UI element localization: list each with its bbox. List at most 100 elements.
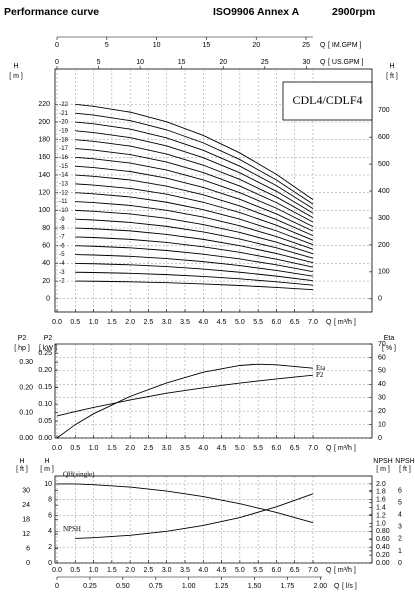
- y-tick-label: 10: [44, 481, 52, 488]
- curve-label: -19: [59, 128, 68, 134]
- curve: [57, 483, 314, 524]
- y-tick-label: 0.40: [376, 544, 390, 551]
- curve: [56, 363, 314, 439]
- y-tick-label: 70: [378, 341, 386, 348]
- x-tick-label: 1.5: [107, 445, 117, 452]
- curve: [75, 130, 314, 214]
- y-tick-label: 60: [378, 354, 386, 361]
- x-tick-label: 5.0: [235, 445, 245, 452]
- plot-frame: [54, 68, 373, 313]
- page-title: Performance curve: [4, 6, 99, 18]
- x-tick-label: 3.0: [162, 445, 172, 452]
- curve: [75, 121, 314, 209]
- y-axis-label: P2: [44, 335, 53, 342]
- x-tick-label: 3.5: [180, 319, 190, 326]
- x-tick-label: 5: [97, 59, 101, 66]
- x-tick-label: 5: [105, 42, 109, 49]
- y-tick-label: 0.30: [19, 359, 33, 366]
- x-axis-unit: [ l/s ]: [342, 583, 357, 590]
- curve-label: -17: [59, 146, 68, 152]
- curve: [75, 201, 314, 250]
- x-tick-label: 7.0: [308, 567, 318, 574]
- y-tick-label: 12: [22, 531, 30, 538]
- curve-label: -20: [59, 120, 68, 126]
- x-tick-label: 0.0: [52, 319, 62, 326]
- x-tick-label: 3.0: [162, 567, 172, 574]
- y-tick-label: 0: [26, 560, 30, 567]
- x-tick-label: 0.5: [70, 445, 80, 452]
- x-tick-label: 0.50: [116, 583, 130, 590]
- y-tick-label: 80: [42, 225, 50, 232]
- x-tick-label: 4.0: [198, 319, 208, 326]
- x-tick-label: 2.0: [125, 319, 135, 326]
- curve-label: -16: [59, 155, 68, 161]
- y-tick-label: 180: [38, 137, 50, 144]
- y-tick-label: 24: [22, 502, 30, 509]
- curve-label: -6: [59, 243, 65, 249]
- x-tick-label: 1.0: [89, 445, 99, 452]
- y-tick-label: 50: [378, 368, 386, 375]
- y-tick-label: 300: [378, 215, 390, 222]
- y-tick-label: 600: [378, 134, 390, 141]
- y-tick-label: 0.15: [38, 384, 52, 391]
- x-tick-label: 2.00: [314, 583, 328, 590]
- y-axis-label: H: [13, 63, 18, 70]
- curve-label: -11: [59, 199, 68, 205]
- curve-label: -21: [59, 111, 68, 117]
- x-tick-label: 0: [55, 583, 59, 590]
- y-axis-label: P2: [18, 335, 27, 342]
- y-axis-unit: [ % ]: [382, 345, 396, 352]
- x-tick-label: 5.5: [253, 567, 263, 574]
- y-axis-label: H: [389, 63, 394, 70]
- x-tick-label: 4.5: [217, 445, 227, 452]
- y-axis-unit: [ ft ]: [399, 466, 411, 473]
- x-tick-label: 3.5: [180, 567, 190, 574]
- x-tick-label: 1.0: [89, 319, 99, 326]
- plot-frame: [54, 343, 373, 439]
- curve: [75, 139, 314, 219]
- x-tick-label: 25: [261, 59, 269, 66]
- x-tick-label: 1.5: [107, 319, 117, 326]
- x-tick-label: 6.0: [272, 567, 282, 574]
- x-tick-label: 0.0: [52, 445, 62, 452]
- y-tick-label: 0.20: [38, 367, 52, 374]
- y-tick-label: 18: [22, 516, 30, 523]
- x-tick-label: 0.75: [149, 583, 163, 590]
- y-tick-label: 0: [378, 296, 382, 303]
- y-tick-label: 0: [46, 296, 50, 303]
- plot-frame: [54, 475, 373, 564]
- y-tick-label: 0.05: [38, 418, 52, 425]
- y-tick-label: 100: [378, 269, 390, 276]
- x-tick-label: 7.0: [308, 319, 318, 326]
- y-axis-unit: [ ft ]: [16, 466, 28, 473]
- curve-label: -4: [59, 261, 65, 267]
- y-tick-label: 0.00: [376, 560, 390, 567]
- y-tick-label: 1.6: [376, 497, 386, 504]
- y-axis-label: H: [19, 458, 24, 465]
- y-tick-label: 1.0: [376, 520, 386, 527]
- x-axis-label: Q: [326, 445, 332, 452]
- curve: [75, 262, 314, 282]
- y-tick-label: 6: [48, 512, 52, 519]
- y-tick-label: 6: [26, 545, 30, 552]
- x-tick-label: 1.00: [182, 583, 196, 590]
- x-tick-label: 3.0: [162, 319, 172, 326]
- y-axis-unit: [ kW ]: [39, 345, 57, 352]
- curve-label: -5: [59, 252, 65, 258]
- y-axis-unit: [ ft ]: [386, 73, 398, 80]
- x-tick-label: 1.0: [89, 567, 99, 574]
- y-axis-label: NPSH: [395, 458, 414, 465]
- curve-label: -15: [59, 164, 68, 170]
- x-tick-label: 2.5: [144, 567, 154, 574]
- y-tick-label: 100: [38, 207, 50, 214]
- y-tick-label: 2: [398, 536, 402, 543]
- curve: [75, 183, 314, 241]
- x-axis-unit: [ IM.GPM ]: [328, 42, 362, 49]
- x-tick-label: 6.5: [290, 319, 300, 326]
- x-tick-label: 6.0: [272, 319, 282, 326]
- x-tick-label: 2.0: [125, 567, 135, 574]
- y-tick-label: 20: [42, 278, 50, 285]
- y-tick-label: 30: [22, 488, 30, 495]
- x-axis-label: Q: [334, 583, 340, 590]
